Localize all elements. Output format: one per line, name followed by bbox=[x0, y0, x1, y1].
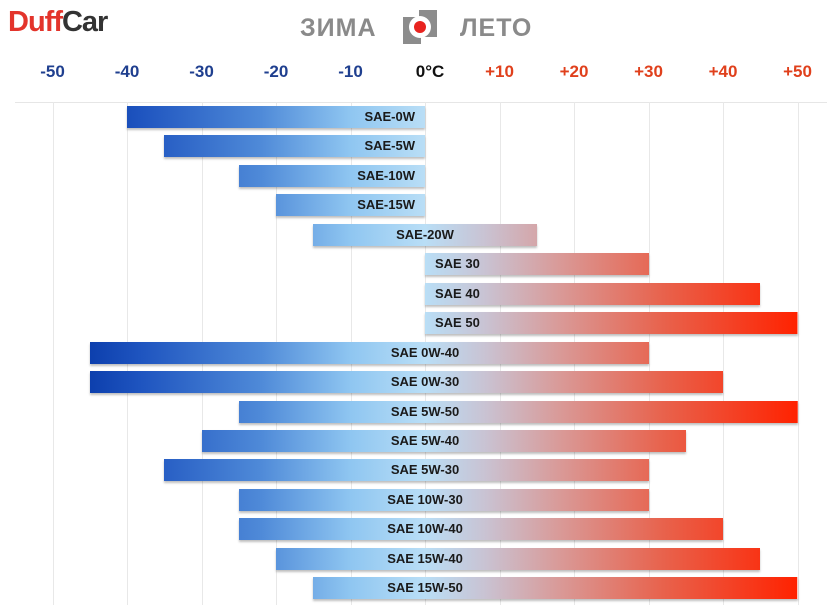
oil-range-bar bbox=[425, 312, 798, 335]
logo-part2: Car bbox=[61, 6, 108, 38]
bar-label: SAE 15W-50 bbox=[387, 580, 463, 596]
logo-part1: Duff bbox=[8, 6, 63, 38]
tick-label: +40 bbox=[708, 62, 738, 81]
oil-range-bar bbox=[164, 459, 649, 482]
axis-line bbox=[15, 102, 827, 103]
oil-range-bar bbox=[313, 223, 537, 246]
bar-label: SAE-5W bbox=[364, 138, 415, 154]
bar-label: SAE 40 bbox=[435, 285, 480, 301]
oil-range-bar bbox=[238, 488, 649, 511]
tick-label: -50 bbox=[40, 62, 65, 81]
bar-label: SAE 5W-40 bbox=[390, 432, 460, 448]
oil-range-bar bbox=[313, 577, 798, 600]
tick-label: +50 bbox=[783, 62, 812, 81]
tick-label: +20 bbox=[559, 62, 589, 81]
tick-label: 0°C bbox=[415, 62, 445, 81]
duffcar-logo: DuffCar bbox=[8, 6, 108, 39]
oil-range-bar bbox=[238, 518, 723, 541]
tick-label: +30 bbox=[634, 62, 663, 81]
oil-range-bar bbox=[89, 341, 649, 364]
oil-range-bar bbox=[164, 135, 425, 158]
bar-label: SAE 5W-30 bbox=[390, 462, 460, 478]
tick-label: -20 bbox=[263, 62, 289, 81]
winter-summer-icon bbox=[403, 10, 437, 44]
bar-label: SAE 0W-30 bbox=[390, 374, 460, 390]
winter-label: ЗИМА bbox=[300, 14, 377, 42]
bar-label: SAE-15W bbox=[357, 197, 415, 213]
oil-range-bar bbox=[89, 371, 723, 394]
bar-label: SAE 10W-40 bbox=[387, 521, 463, 537]
gridline bbox=[797, 102, 799, 605]
bar-label: SAE 15W-40 bbox=[387, 550, 463, 566]
oil-range-bar bbox=[276, 547, 761, 570]
bar-label: SAE-10W bbox=[357, 167, 415, 183]
gridline bbox=[52, 102, 54, 605]
bar-label: SAE 50 bbox=[435, 315, 480, 331]
bar-label: SAE 5W-50 bbox=[390, 403, 460, 419]
bar-label: SAE 30 bbox=[435, 256, 480, 272]
bar-label: SAE 10W-30 bbox=[387, 491, 463, 507]
bar-label: SAE-0W bbox=[364, 109, 415, 124]
gridline bbox=[723, 102, 724, 605]
tick-label: -10 bbox=[338, 62, 363, 81]
oil-range-bar bbox=[238, 400, 798, 423]
bar-label: SAE 0W-40 bbox=[390, 344, 460, 360]
oil-range-bar bbox=[201, 429, 686, 452]
oil-range-bar bbox=[425, 282, 761, 305]
oil-range-bar bbox=[276, 194, 425, 217]
tick-label: +10 bbox=[485, 62, 514, 81]
oil-range-bar bbox=[425, 253, 649, 276]
oil-range-bar bbox=[127, 106, 425, 128]
tick-label: -40 bbox=[114, 62, 140, 81]
oil-range-bar bbox=[238, 164, 425, 187]
gridline bbox=[648, 102, 650, 605]
summer-label: ЛЕТО bbox=[460, 14, 533, 42]
bar-label: SAE-20W bbox=[396, 226, 454, 242]
tick-label: -30 bbox=[189, 62, 214, 81]
